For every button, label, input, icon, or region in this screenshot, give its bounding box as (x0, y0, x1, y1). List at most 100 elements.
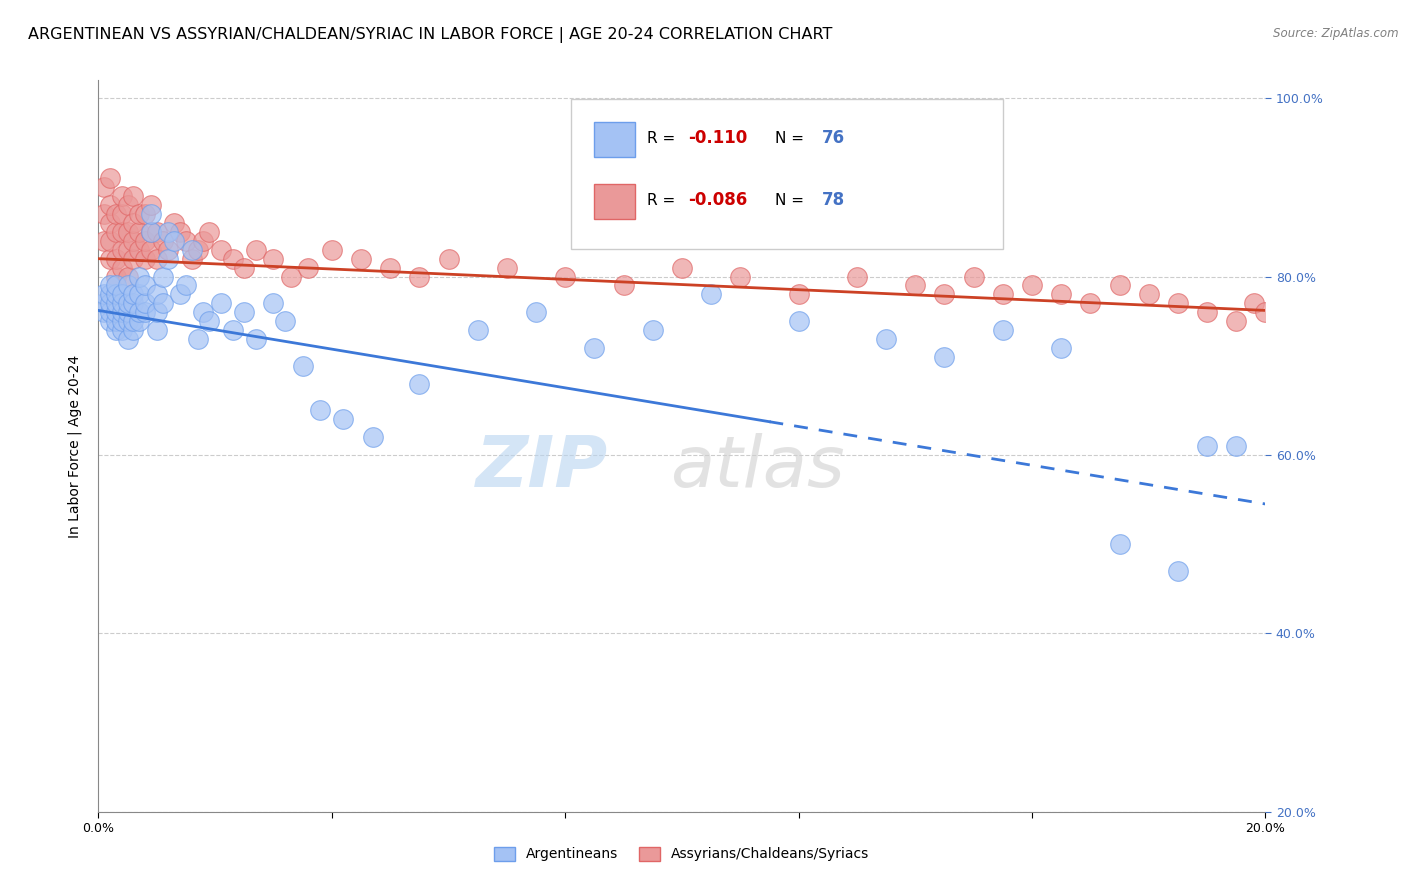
Point (98, 252, 121, 266)
Point (169, 287, 191, 301)
Point (122, 234, 145, 248)
Point (583, 341, 606, 355)
Point (122, 314, 145, 328)
Point (321, 243, 343, 257)
Point (904, 278, 927, 293)
Text: -0.110: -0.110 (688, 129, 747, 147)
Point (104, 296, 127, 310)
Point (309, 403, 332, 417)
Point (134, 207, 156, 221)
Point (1243, 296, 1265, 310)
Point (962, 269, 984, 284)
Point (524, 305, 547, 319)
Point (233, 305, 256, 319)
Text: N =: N = (775, 193, 808, 208)
Point (117, 296, 139, 310)
Point (128, 207, 150, 221)
Point (163, 234, 186, 248)
Point (117, 332, 139, 346)
Point (187, 332, 209, 346)
Point (93, 305, 115, 319)
Point (117, 305, 139, 319)
Point (262, 252, 284, 266)
Point (1108, 537, 1130, 551)
Point (496, 260, 519, 275)
Point (128, 225, 150, 239)
Text: R =: R = (647, 130, 681, 145)
Point (134, 234, 156, 248)
Point (991, 323, 1014, 337)
Point (554, 269, 576, 284)
Point (787, 287, 810, 301)
Point (408, 376, 430, 391)
Point (245, 243, 267, 257)
Point (146, 305, 169, 319)
Point (1021, 278, 1043, 293)
Point (198, 314, 221, 328)
Point (128, 287, 150, 301)
Point (104, 287, 127, 301)
Point (111, 189, 134, 203)
Point (111, 314, 134, 328)
Point (146, 287, 169, 301)
Point (408, 269, 430, 284)
Point (104, 207, 127, 221)
Point (467, 323, 489, 337)
Point (1050, 287, 1073, 301)
Point (134, 305, 156, 319)
Point (139, 207, 162, 221)
Point (128, 305, 150, 319)
Point (104, 314, 127, 328)
Point (934, 287, 956, 301)
Point (104, 278, 127, 293)
Point (174, 234, 197, 248)
Point (93, 234, 115, 248)
Point (128, 243, 150, 257)
Point (262, 296, 284, 310)
Point (98, 287, 121, 301)
Point (146, 252, 169, 266)
Point (152, 234, 174, 248)
Point (163, 216, 186, 230)
Point (209, 243, 232, 257)
Point (117, 225, 139, 239)
Bar (595, 122, 636, 157)
Text: 78: 78 (823, 191, 845, 210)
Point (730, 269, 752, 284)
Point (157, 225, 180, 239)
Text: 76: 76 (823, 129, 845, 147)
Point (1108, 278, 1130, 293)
Point (787, 314, 810, 328)
Text: -0.086: -0.086 (688, 191, 747, 210)
Point (93, 180, 115, 194)
Point (274, 314, 297, 328)
Point (221, 323, 243, 337)
Point (1254, 305, 1277, 319)
Point (1167, 296, 1189, 310)
Point (221, 252, 243, 266)
Point (1195, 439, 1218, 453)
Point (233, 260, 256, 275)
Y-axis label: In Labor Force | Age 20-24: In Labor Force | Age 20-24 (67, 354, 82, 538)
Point (122, 216, 145, 230)
Point (152, 296, 174, 310)
Point (134, 252, 156, 266)
Point (350, 252, 373, 266)
Point (111, 225, 134, 239)
Legend: Argentineans, Assyrians/Chaldeans/Syriacs: Argentineans, Assyrians/Chaldeans/Syriac… (489, 841, 875, 867)
Point (209, 296, 232, 310)
Point (245, 332, 267, 346)
Text: N =: N = (775, 130, 808, 145)
Point (187, 243, 209, 257)
Point (98, 314, 121, 328)
Point (146, 323, 169, 337)
Point (146, 225, 169, 239)
Point (180, 243, 202, 257)
Point (157, 252, 180, 266)
Point (1050, 341, 1073, 355)
Point (139, 225, 162, 239)
Point (671, 260, 693, 275)
Point (111, 260, 134, 275)
Point (169, 225, 191, 239)
Point (104, 269, 127, 284)
